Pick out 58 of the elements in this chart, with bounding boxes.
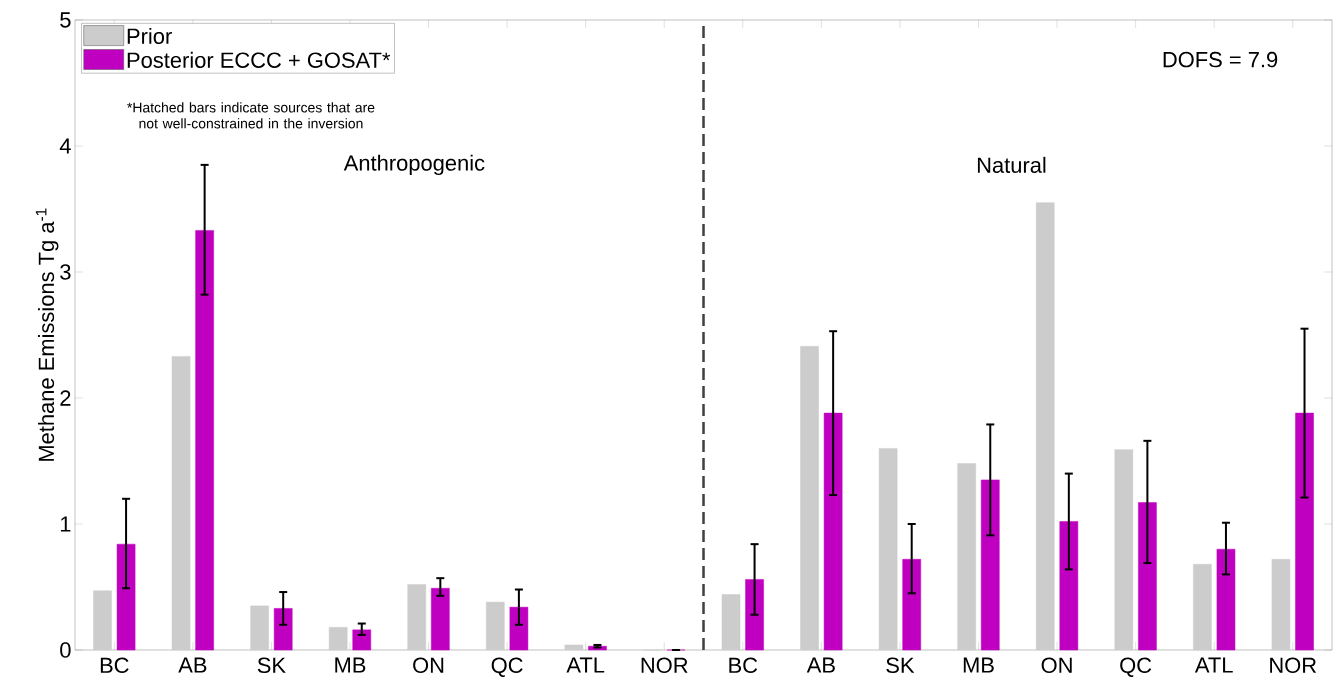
bar — [431, 588, 450, 651]
y-tick-label: 3 — [60, 264, 71, 280]
x-tick-label: ON — [1041, 657, 1072, 674]
bar — [1114, 449, 1134, 651]
bar — [902, 559, 921, 651]
y-tick-label: 1 — [60, 516, 71, 532]
bar — [273, 608, 293, 651]
bar — [1138, 502, 1157, 651]
bar — [1193, 564, 1212, 651]
bar — [564, 644, 584, 651]
bar — [823, 412, 843, 651]
bar — [352, 629, 372, 651]
bar — [509, 606, 529, 651]
bar — [116, 543, 136, 651]
bar — [1271, 559, 1291, 651]
bar — [407, 584, 427, 651]
bar — [93, 590, 112, 651]
bar — [745, 579, 764, 651]
annotation: *Hatched bars indicate sources that are not well-constrained in the inversion — [127, 102, 375, 129]
x-tick-label: AB — [178, 657, 207, 673]
annotation: DOFS = 7.9 — [1163, 51, 1278, 68]
bar — [878, 448, 898, 651]
x-tick-label: BC — [729, 657, 758, 674]
bar — [328, 627, 348, 651]
y-tick-label: 5 — [60, 12, 71, 28]
x-tick-label: SK — [886, 657, 915, 674]
bar — [250, 605, 269, 651]
legend-label: Posterior ECCC + GOSAT* — [127, 51, 391, 68]
x-tick-label: ATL — [1194, 657, 1233, 673]
x-tick-label: MB — [963, 657, 994, 673]
x-tick-label: NOR — [1270, 657, 1317, 674]
y-axis-title: Methane Emissions Tg a$^{-1}$ — [35, 208, 59, 461]
annotation: Natural — [977, 156, 1046, 173]
bar — [171, 356, 191, 651]
legend-label: Prior — [127, 27, 172, 44]
x-tick-label: SK — [257, 657, 286, 674]
y-tick-label: 4 — [59, 138, 71, 154]
x-tick-label: QC — [491, 657, 523, 677]
bar — [1035, 202, 1055, 651]
x-tick-label: ATL — [566, 657, 605, 673]
x-tick-label: NOR — [641, 657, 688, 674]
x-tick-label: BC — [100, 657, 129, 674]
bar — [1295, 412, 1314, 651]
y-tick-label: 0 — [60, 642, 71, 658]
bar — [721, 594, 741, 651]
bar — [980, 479, 1000, 651]
x-tick-label: AB — [806, 657, 835, 673]
bar — [1216, 548, 1236, 651]
bar — [486, 601, 505, 651]
x-tick-label: ON — [413, 657, 444, 674]
annotation: Anthropogenic — [343, 154, 485, 176]
x-tick-label: QC — [1120, 657, 1152, 677]
y-tick-label: 2 — [60, 390, 71, 406]
bar — [1059, 521, 1079, 651]
bar — [195, 230, 214, 651]
bar — [957, 463, 976, 651]
x-tick-label: MB — [335, 657, 366, 673]
bar — [800, 346, 819, 651]
